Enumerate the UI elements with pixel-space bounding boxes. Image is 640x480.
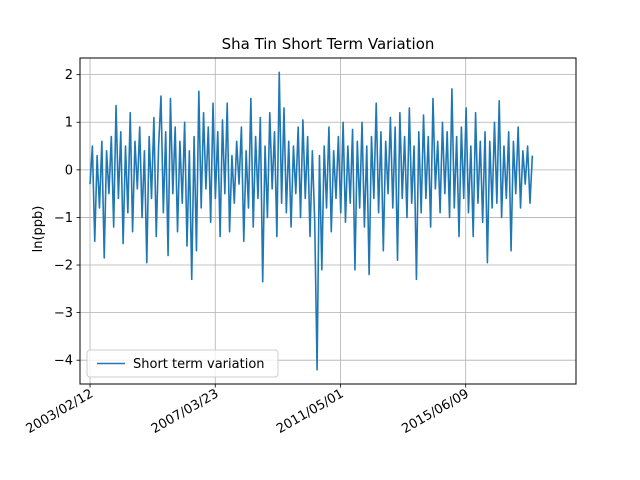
y-tick-label: −2 [54,259,73,274]
legend: Short term variation [87,350,278,377]
y-tick-label: −4 [54,354,73,369]
y-axis-label: ln(ppb) [31,206,46,253]
chart-title: Sha Tin Short Term Variation [222,35,435,53]
y-tick-label: 1 [65,116,73,131]
y-tick-label: −3 [54,306,73,321]
y-tick-label: 0 [65,163,73,178]
y-tick-label: 2 [65,68,73,83]
legend-label: Short term variation [133,357,265,372]
y-tick-label: −1 [54,211,73,226]
